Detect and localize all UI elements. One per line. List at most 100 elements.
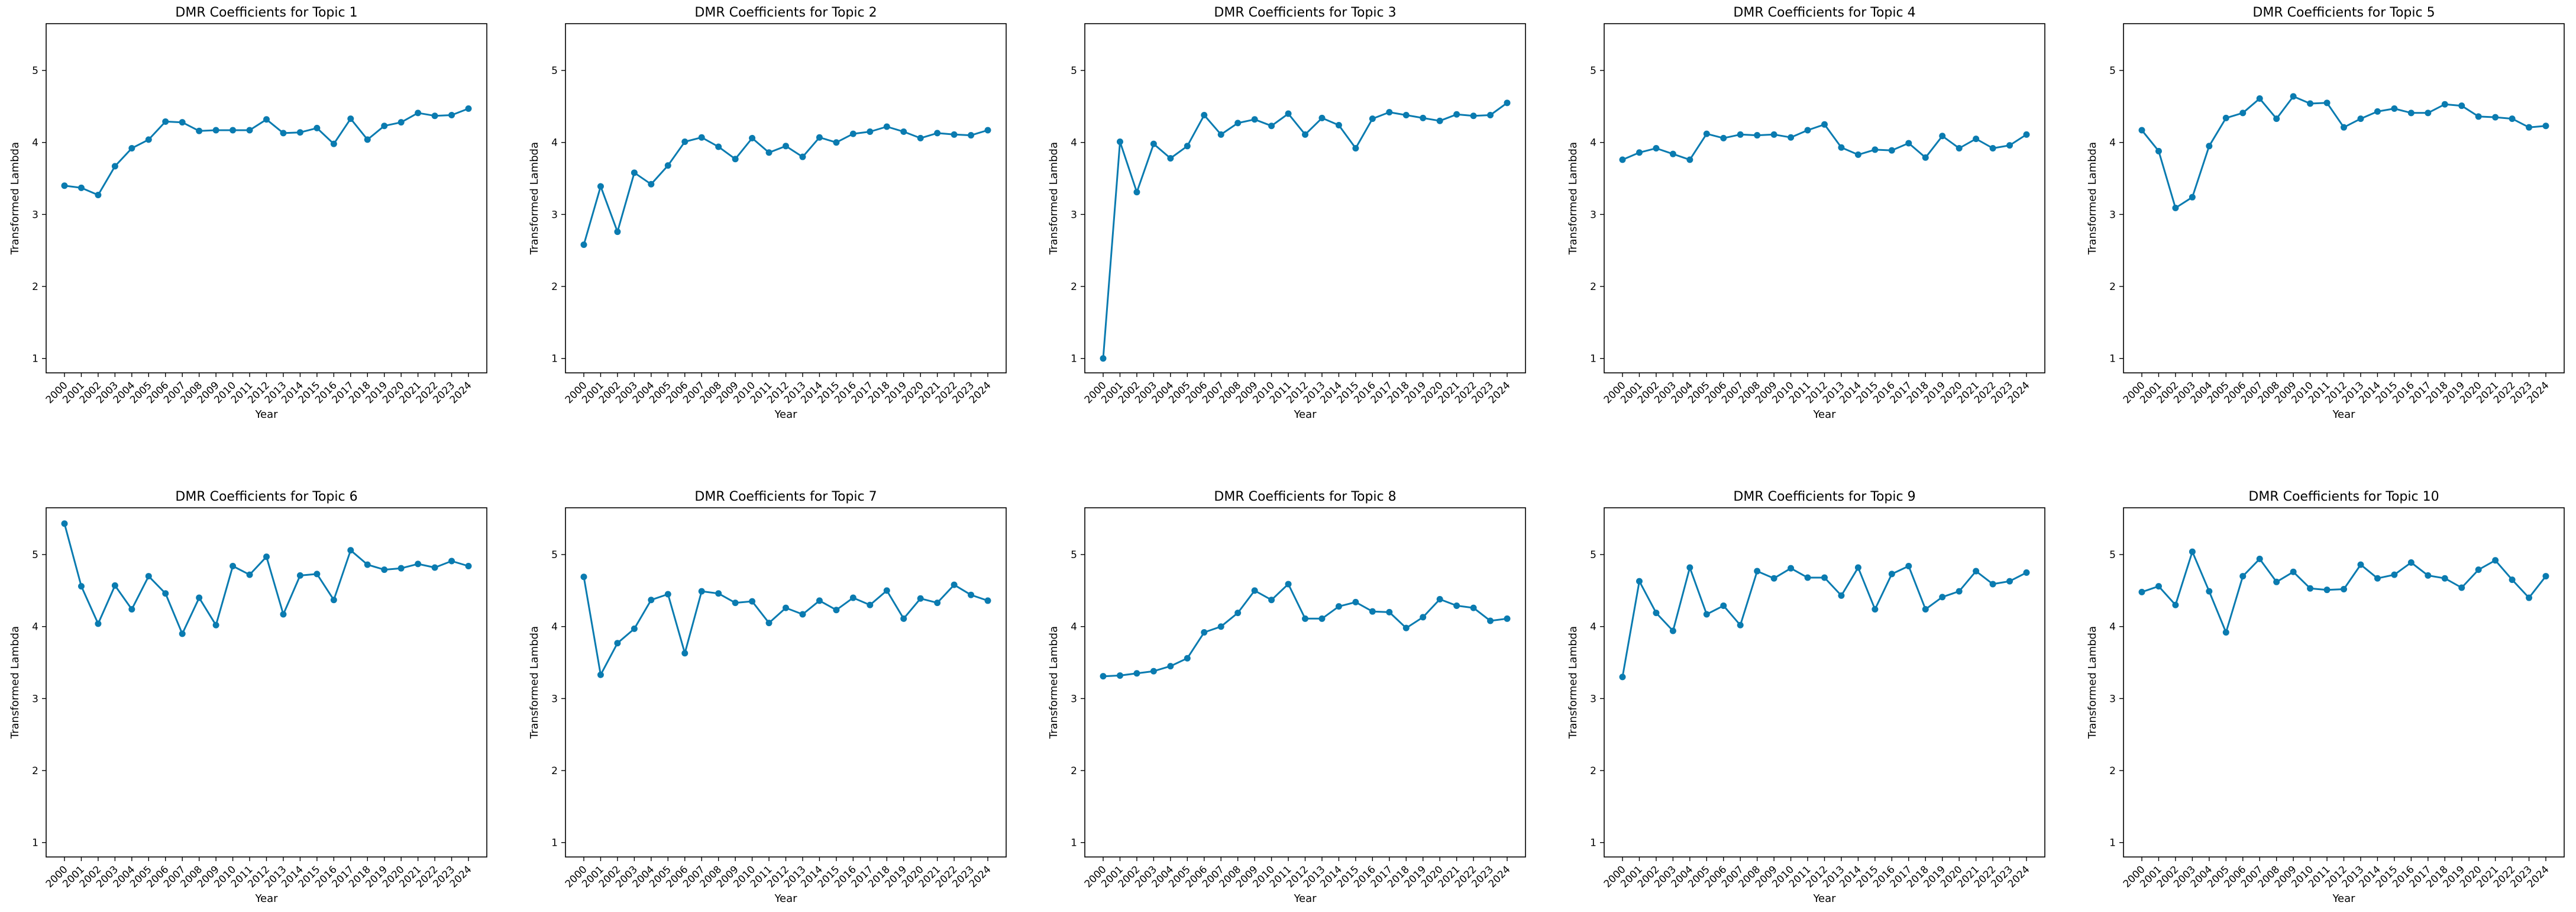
plot-frame — [1604, 507, 2045, 858]
data-point — [1335, 122, 1342, 129]
x-axis-label: Year — [254, 892, 278, 905]
data-point — [968, 132, 975, 139]
data-point — [230, 127, 237, 134]
data-point — [1939, 594, 1946, 601]
data-point — [2542, 573, 2549, 580]
data-point — [2206, 143, 2213, 150]
data-point — [1369, 608, 1376, 615]
data-point — [849, 594, 856, 601]
y-tick-label: 4 — [32, 137, 38, 149]
data-point — [2290, 568, 2297, 575]
data-point — [1788, 134, 1795, 141]
data-point — [1703, 611, 1710, 618]
y-tick-label: 2 — [551, 765, 558, 777]
data-point — [347, 547, 354, 554]
data-point — [111, 582, 118, 589]
data-point — [934, 130, 941, 137]
data-point — [1251, 116, 1258, 123]
data-point — [1150, 668, 1157, 675]
data-point — [1369, 115, 1376, 123]
data-point — [1100, 673, 1107, 680]
data-point — [196, 127, 203, 134]
data-point — [1335, 603, 1342, 610]
data-point — [145, 573, 152, 580]
data-point — [431, 112, 438, 120]
data-point — [1872, 606, 1879, 613]
data-point — [849, 130, 856, 137]
chart-title: DMR Coefficients for Topic 10 — [2248, 489, 2439, 504]
data-point — [1636, 578, 1643, 585]
data-point — [2155, 583, 2162, 590]
data-point — [1619, 156, 1626, 163]
data-point — [230, 563, 237, 570]
data-point — [799, 611, 806, 618]
data-point — [2172, 204, 2179, 211]
data-point — [381, 566, 388, 573]
data-point — [2425, 109, 2432, 117]
y-axis-label: Transformed Lambda — [528, 626, 541, 739]
data-point — [1436, 117, 1443, 124]
data-point — [1116, 672, 1123, 679]
plot-frame — [565, 507, 1007, 858]
data-point — [1302, 615, 1308, 622]
data-point — [397, 565, 405, 572]
data-point — [1302, 131, 1308, 138]
data-point — [1470, 604, 1477, 611]
data-point — [2441, 575, 2448, 582]
y-tick-label: 3 — [1071, 693, 1077, 705]
chart-panel-topic-7: DMR Coefficients for Topic 7123452000200… — [528, 489, 1007, 905]
data-point — [2357, 115, 2364, 123]
data-point — [1116, 138, 1123, 146]
data-point — [2307, 585, 2314, 592]
y-tick-label: 1 — [1071, 837, 1077, 849]
chart-panel-topic-8: DMR Coefficients for Topic 8123452000200… — [1048, 489, 1526, 905]
data-point — [2475, 113, 2482, 120]
data-point — [2307, 100, 2314, 107]
chart-title: DMR Coefficients for Topic 5 — [2252, 5, 2435, 20]
y-tick-label: 3 — [1071, 209, 1077, 221]
data-point — [765, 149, 773, 156]
data-point — [2273, 115, 2280, 123]
y-tick-label: 3 — [2109, 693, 2116, 705]
chart-panel-topic-6: DMR Coefficients for Topic 6123452000200… — [9, 489, 487, 905]
series-line — [1102, 583, 1508, 678]
y-tick-label: 1 — [1071, 353, 1077, 365]
data-point — [296, 572, 303, 579]
data-point — [1720, 134, 1727, 141]
data-point — [313, 571, 321, 578]
y-tick-label: 1 — [551, 353, 558, 365]
data-point — [1352, 598, 1359, 605]
data-point — [1669, 627, 1676, 634]
data-point — [1150, 140, 1157, 147]
data-point — [1804, 127, 1811, 134]
y-tick-label: 1 — [32, 353, 38, 365]
data-point — [2542, 123, 2549, 130]
data-point — [816, 597, 823, 604]
data-point — [631, 625, 638, 632]
y-axis-label: Transformed Lambda — [2086, 626, 2099, 739]
data-point — [1201, 111, 1208, 118]
data-point — [2239, 109, 2247, 117]
x-axis-label: Year — [1812, 892, 1836, 905]
y-tick-label: 4 — [1590, 621, 1596, 633]
y-axis-label: Transformed Lambda — [1048, 142, 1060, 255]
data-point — [900, 615, 907, 622]
y-tick-label: 3 — [32, 693, 38, 705]
data-point — [415, 109, 422, 117]
data-point — [867, 128, 874, 135]
chart-panel-topic-3: DMR Coefficients for Topic 3123452000200… — [1048, 5, 1526, 421]
data-point — [2172, 601, 2179, 608]
y-tick-label: 2 — [551, 281, 558, 293]
x-axis-label: Year — [1293, 408, 1317, 421]
data-point — [2357, 561, 2364, 568]
plot-frame — [1604, 23, 2045, 373]
y-tick-label: 1 — [2109, 837, 2116, 849]
data-point — [1167, 663, 1174, 670]
data-point — [1838, 144, 1845, 151]
data-point — [1854, 151, 1861, 158]
chart-panel-topic-10: DMR Coefficients for Topic 1012345200020… — [2086, 489, 2565, 905]
data-point — [1487, 617, 1494, 624]
plot-frame — [565, 23, 1007, 373]
data-point — [2138, 588, 2145, 595]
